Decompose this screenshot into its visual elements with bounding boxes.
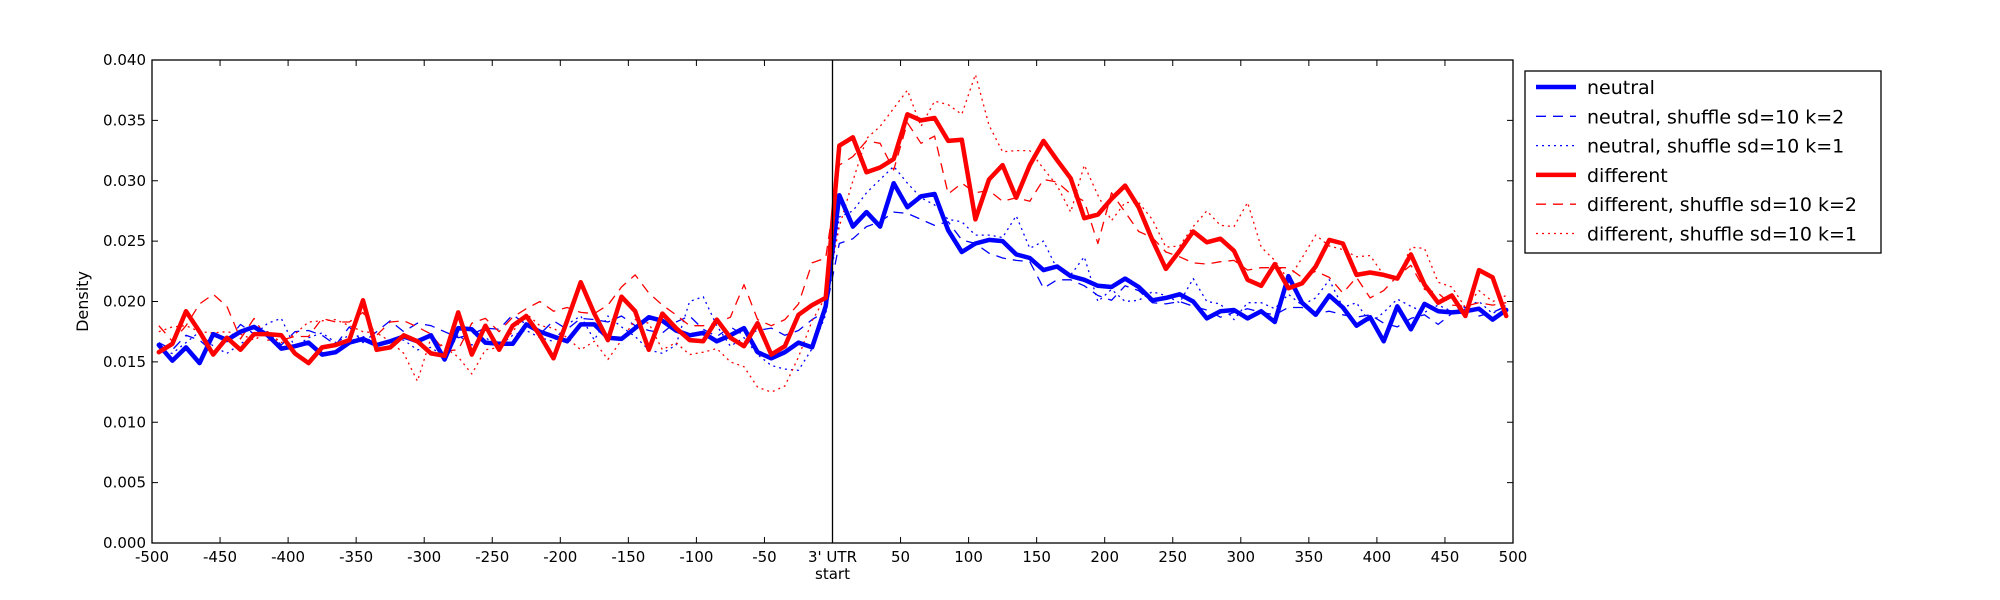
x-tick-label: -450 [203,548,237,566]
y-tick-label: 0.020 [103,293,146,311]
y-tick-label: 0.005 [103,474,146,492]
legend-label-1: neutral, shuffle sd=10 k=2 [1587,106,1844,128]
x-tick-label: 50 [891,548,910,566]
x-tick-label: -500 [135,548,169,566]
x-tick-label: 350 [1295,548,1324,566]
y-tick-label: 0.025 [103,232,146,250]
legend-box [1524,70,1882,254]
x-tick-label: 3' UTR [808,548,857,566]
axes-layer: -500 -450 -400 -350 -300 -250 -200 -150 -100 -50 3… [73,51,1527,583]
x-tick-label: 150 [1022,548,1051,566]
legend-label-4: different, shuffle sd=10 k=2 [1587,194,1857,216]
y-tick-label: 0.040 [103,51,146,69]
x-tick-sublabel: start [815,565,850,583]
y-tick-label: 0.035 [103,111,146,129]
y-tick-label: 0.000 [103,534,146,552]
x-tick-label: 250 [1158,548,1187,566]
x-tick-label: -150 [611,548,645,566]
x-tick-label: -200 [543,548,577,566]
y-tick-label: 0.015 [103,353,146,371]
y-tick-label: 0.010 [103,413,146,431]
legend: neutral neutral, shuffle sd=10 k=2 neutral… [1524,70,1882,254]
x-tick-label: -250 [475,548,509,566]
legend-label-3: different [1587,165,1668,187]
x-tick-label: -100 [679,548,713,566]
x-tick-label: 450 [1431,548,1460,566]
x-tick-label: -350 [339,548,373,566]
x-tick-label: 400 [1363,548,1392,566]
legend-label-0: neutral [1587,77,1655,99]
x-tick-label: 200 [1090,548,1119,566]
series-line-4 [158,122,1507,352]
x-tick-label: -50 [752,548,777,566]
x-tick-label: 300 [1226,548,1255,566]
y-axis-title: Density [73,271,92,332]
y-tick-label: 0.030 [103,172,146,190]
legend-label-2: neutral, shuffle sd=10 k=1 [1587,136,1844,158]
x-tick-label: -400 [271,548,305,566]
legend-label-5: different, shuffle sd=10 k=1 [1587,224,1857,246]
x-tick-label: 100 [954,548,983,566]
plot-layer [152,60,1513,543]
x-tick-label: -300 [407,548,441,566]
x-tick-label: 500 [1499,548,1528,566]
